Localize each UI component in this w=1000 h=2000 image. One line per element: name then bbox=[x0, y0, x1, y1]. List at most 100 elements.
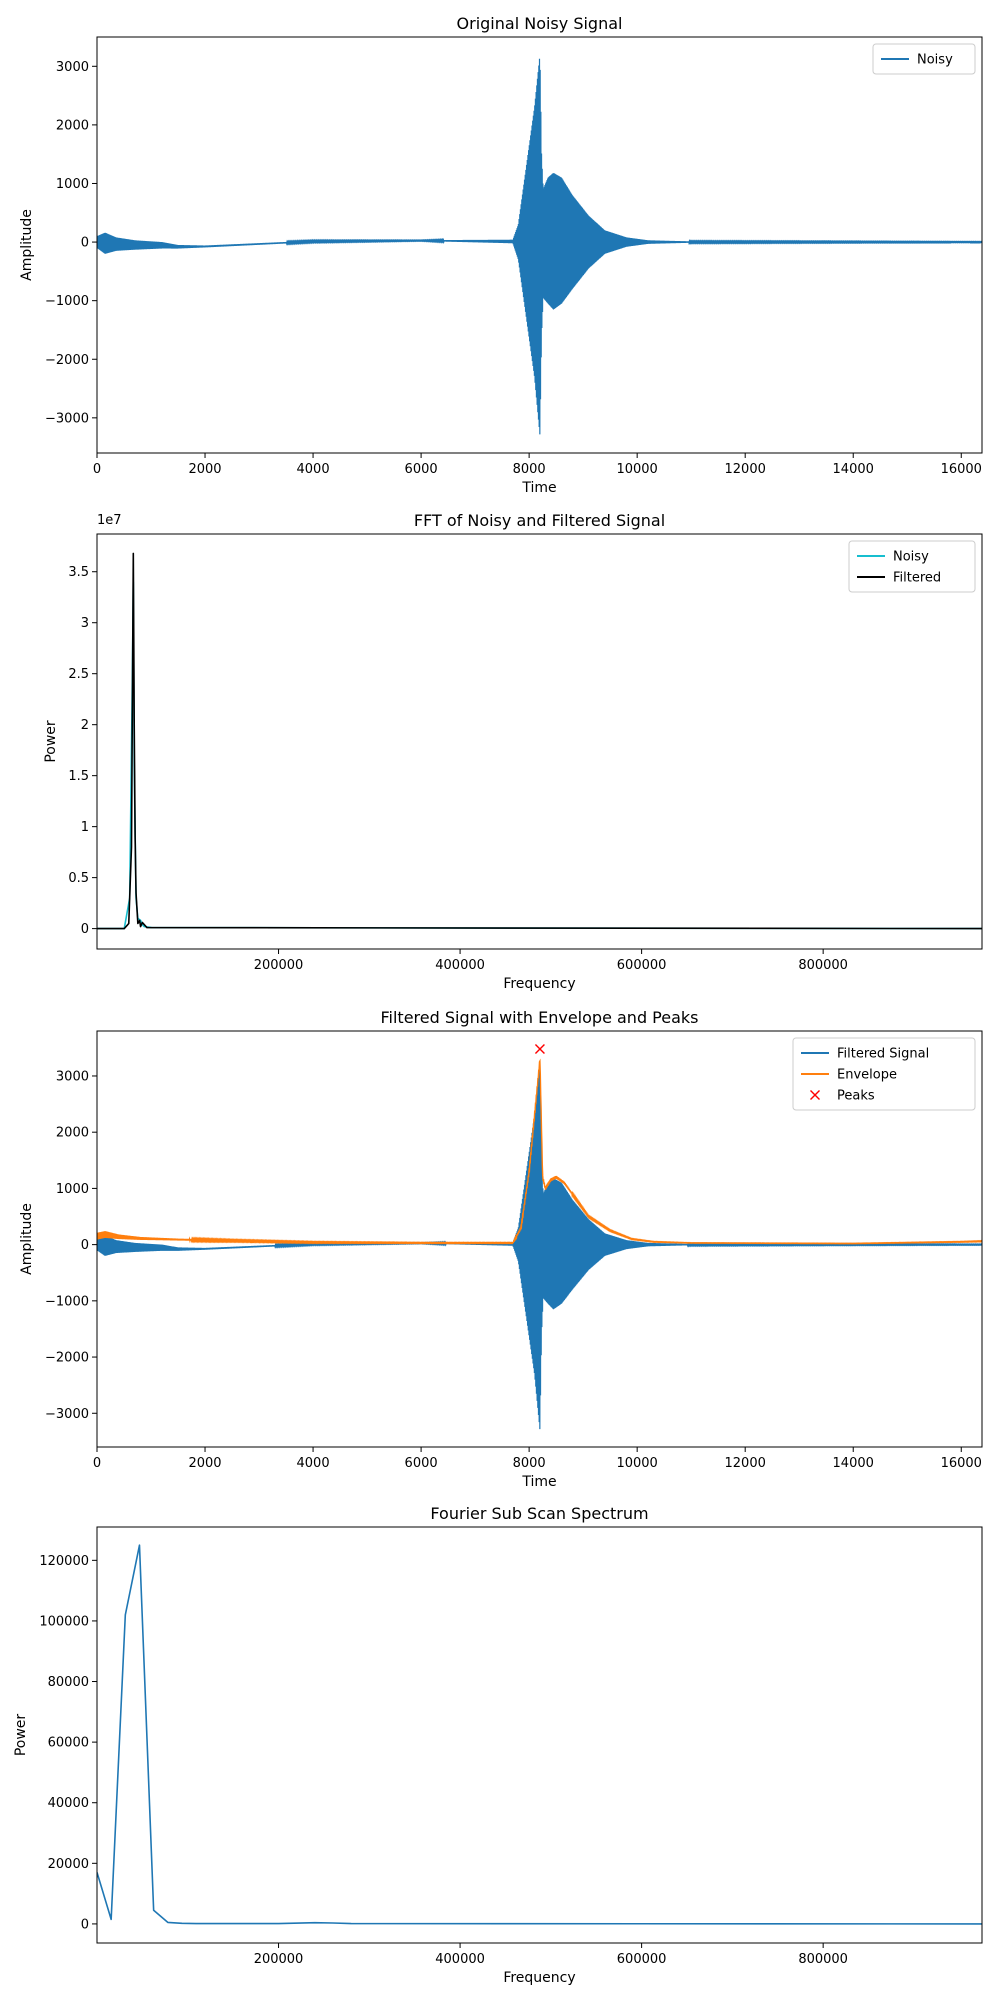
x-axis-label: Time bbox=[521, 480, 556, 496]
y-tick-label: 40000 bbox=[48, 1796, 89, 1811]
y-axis-label: Power bbox=[43, 720, 59, 763]
y-tick-label: −3000 bbox=[45, 411, 89, 426]
x-tick-label: 200000 bbox=[254, 958, 304, 973]
y-tick-label: −2000 bbox=[45, 353, 89, 368]
y-tick-label: 0 bbox=[81, 236, 89, 251]
series-noisy-line bbox=[97, 58, 982, 435]
legend-entry-filtered: Filtered bbox=[857, 571, 941, 586]
legend-label: Noisy bbox=[893, 550, 929, 565]
y-tick-label: 3000 bbox=[56, 60, 89, 75]
y-tick-label: 0.5 bbox=[68, 871, 89, 886]
y-tick-label: −1000 bbox=[45, 294, 89, 309]
legend-label: Noisy bbox=[917, 53, 953, 68]
y-tick-label: 3000 bbox=[56, 1069, 89, 1084]
plot-area bbox=[97, 58, 982, 435]
x-tick-label: 2000 bbox=[188, 462, 221, 477]
y-tick-label: 3 bbox=[81, 616, 89, 631]
legend: Filtered Signal Envelope Peaks bbox=[792, 1037, 976, 1111]
y-tick-label: 0 bbox=[81, 1238, 89, 1253]
x-tick-label: 0 bbox=[93, 1456, 101, 1471]
x-tick-label: 4000 bbox=[297, 1456, 330, 1471]
y-tick-label: 1 bbox=[81, 820, 89, 835]
y-tick-label: 20000 bbox=[48, 1857, 89, 1872]
x-tick-label: 10000 bbox=[616, 462, 657, 477]
legend-box bbox=[792, 1037, 976, 1111]
y-tick-label: 1.5 bbox=[68, 769, 89, 784]
chart-2: 200000 400000 600000 800000 0 0.5 1 1.5 2 2.5 3 3.5… bbox=[43, 511, 983, 992]
legend-entry-filtered-signal: Filtered Signal bbox=[801, 1047, 929, 1062]
series-1-line bbox=[97, 1544, 982, 1925]
x-axis-label: Frequency bbox=[503, 976, 575, 992]
legend-entry-noisy: Noisy bbox=[881, 53, 953, 68]
legend-label: Filtered bbox=[893, 571, 941, 586]
x-tick-label: 16000 bbox=[941, 462, 982, 477]
legend-label: Envelope bbox=[837, 1068, 897, 1083]
y-tick-label: 80000 bbox=[48, 1675, 89, 1690]
y-tick-label: 60000 bbox=[48, 1736, 89, 1751]
y-axis-label: Amplitude bbox=[19, 1203, 35, 1275]
y-scale-offset: 1e7 bbox=[97, 513, 122, 528]
x-tick-label: 200000 bbox=[254, 1952, 304, 1967]
x-tick-label: 8000 bbox=[513, 462, 546, 477]
x-axis-label: Frequency bbox=[503, 1970, 575, 1986]
y-tick-label: 1000 bbox=[56, 1182, 89, 1197]
chart-title: Original Noisy Signal bbox=[457, 14, 623, 33]
chart-4: 200000 400000 600000 800000 0 20000 40000 60000… bbox=[13, 1504, 983, 1986]
plot-area bbox=[97, 1544, 982, 1925]
x-tick-label: 800000 bbox=[798, 1952, 848, 1967]
y-tick-label: 2000 bbox=[56, 118, 89, 133]
y-tick-label: 0 bbox=[81, 1917, 89, 1932]
x-tick-label: 0 bbox=[93, 462, 101, 477]
chart-title: Filtered Signal with Envelope and Peaks bbox=[380, 1008, 698, 1027]
y-axis-label: Power bbox=[13, 1714, 29, 1757]
legend-box bbox=[848, 540, 976, 593]
legend-entry-noisy: Noisy bbox=[857, 550, 929, 565]
plot-area bbox=[97, 552, 982, 930]
chart-title: Fourier Sub Scan Spectrum bbox=[430, 1504, 648, 1523]
peak-marker bbox=[534, 1043, 545, 1054]
series-envelope-line bbox=[97, 1058, 982, 1245]
x-tick-label: 600000 bbox=[617, 1952, 667, 1967]
x-tick-label: 14000 bbox=[833, 462, 874, 477]
axes-frame bbox=[96, 533, 983, 950]
legend: Noisy bbox=[872, 43, 976, 75]
y-axis-label: Amplitude bbox=[19, 209, 35, 281]
y-tick-label: −3000 bbox=[45, 1407, 89, 1422]
plot-area bbox=[97, 1043, 982, 1430]
x-tick-label: 800000 bbox=[798, 958, 848, 973]
y-tick-label: 0 bbox=[81, 922, 89, 937]
y-tick-label: 3.5 bbox=[68, 565, 89, 580]
chart-3: 0 2000 4000 6000 8000 10000 12000 14000 16000−30… bbox=[19, 1008, 983, 1490]
legend-label: Filtered Signal bbox=[837, 1047, 929, 1062]
legend-label: Peaks bbox=[837, 1089, 875, 1104]
axes-frame bbox=[96, 1030, 983, 1448]
series-noisy-line bbox=[97, 581, 982, 930]
y-tick-label: 120000 bbox=[39, 1554, 89, 1569]
x-tick-label: 4000 bbox=[297, 462, 330, 477]
y-tick-label: 2 bbox=[81, 718, 89, 733]
x-tick-label: 12000 bbox=[725, 462, 766, 477]
x-tick-label: 400000 bbox=[435, 958, 485, 973]
x-tick-label: 6000 bbox=[405, 462, 438, 477]
y-tick-label: 2000 bbox=[56, 1126, 89, 1141]
axes-frame bbox=[96, 36, 983, 454]
x-tick-label: 12000 bbox=[725, 1456, 766, 1471]
chart-1: 0 2000 4000 6000 8000 10000 12000 14000 16000−30… bbox=[19, 14, 983, 496]
x-tick-label: 16000 bbox=[941, 1456, 982, 1471]
x-tick-label: 2000 bbox=[188, 1456, 221, 1471]
axes-frame bbox=[96, 1526, 983, 1944]
y-tick-label: 100000 bbox=[39, 1614, 89, 1629]
y-tick-label: −2000 bbox=[45, 1351, 89, 1366]
series-filtered-signal-line bbox=[97, 1068, 982, 1430]
chart-title: FFT of Noisy and Filtered Signal bbox=[414, 511, 665, 530]
legend-entry-envelope: Envelope bbox=[801, 1068, 897, 1083]
x-tick-label: 600000 bbox=[617, 958, 667, 973]
legend-box bbox=[872, 43, 976, 75]
x-tick-label: 8000 bbox=[513, 1456, 546, 1471]
x-tick-label: 400000 bbox=[435, 1952, 485, 1967]
legend-entry-peaks: Peaks bbox=[810, 1089, 875, 1104]
y-tick-label: 1000 bbox=[56, 177, 89, 192]
x-tick-label: 6000 bbox=[405, 1456, 438, 1471]
x-axis-label: Time bbox=[521, 1474, 556, 1490]
